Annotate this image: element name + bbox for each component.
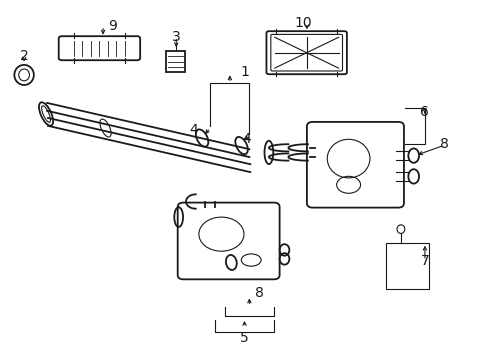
Bar — [385, 243, 428, 289]
Text: 5: 5 — [240, 331, 248, 345]
Text: 8: 8 — [254, 286, 263, 300]
Bar — [166, 51, 184, 72]
Text: 2: 2 — [20, 49, 28, 63]
Text: 7: 7 — [420, 254, 428, 268]
Text: 4: 4 — [242, 132, 251, 146]
Text: 1: 1 — [240, 66, 248, 80]
Text: 8: 8 — [439, 137, 448, 151]
Text: 9: 9 — [108, 19, 117, 33]
Text: 6: 6 — [420, 105, 428, 119]
Text: 4: 4 — [188, 123, 197, 137]
Text: 3: 3 — [171, 30, 180, 44]
Text: 10: 10 — [294, 16, 311, 30]
